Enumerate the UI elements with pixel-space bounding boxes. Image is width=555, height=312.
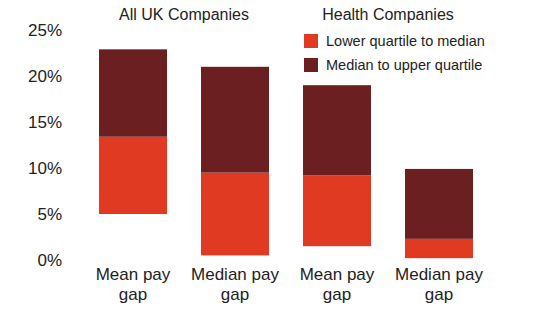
- x-tick-label-line: Median pay: [395, 265, 483, 284]
- bars: [99, 49, 473, 258]
- group-label: All UK Companies: [119, 6, 249, 23]
- x-tick-label: Mean paygap: [96, 265, 171, 304]
- y-tick-label: 15%: [28, 113, 62, 132]
- x-tick-label: Median paygap: [191, 265, 279, 304]
- x-tick-label-line: Mean pay: [96, 265, 171, 284]
- y-tick-label: 0%: [37, 251, 62, 270]
- bar-segment: [405, 239, 473, 258]
- bar-segment: [303, 85, 371, 175]
- y-tick-label: 10%: [28, 159, 62, 178]
- chart: 0%5%10%15%20%25%Mean paygapMedian paygap…: [0, 0, 555, 312]
- x-tick-label: Median paygap: [395, 265, 483, 304]
- bar-segment: [99, 49, 167, 136]
- bar-segment: [303, 175, 371, 246]
- bar-segment: [201, 173, 269, 256]
- legend-swatch: [304, 34, 318, 48]
- x-tick-label-line: gap: [119, 285, 147, 304]
- x-tick-label-line: gap: [425, 285, 453, 304]
- bar-segment: [405, 169, 473, 239]
- legend-label: Lower quartile to median: [326, 33, 485, 49]
- y-tick-label: 20%: [28, 67, 62, 86]
- bar-segment: [201, 67, 269, 173]
- y-tick-label: 25%: [28, 21, 62, 40]
- x-tick-label-line: gap: [323, 285, 351, 304]
- bar-segment: [99, 137, 167, 214]
- x-tick-label: Mean paygap: [300, 265, 375, 304]
- legend-label: Median to upper quartile: [326, 57, 482, 73]
- x-tick-label-line: Mean pay: [300, 265, 375, 284]
- x-tick-label-line: gap: [221, 285, 249, 304]
- x-tick-label-line: Median pay: [191, 265, 279, 284]
- legend-swatch: [304, 58, 318, 72]
- y-tick-label: 5%: [37, 205, 62, 224]
- group-label: Health Companies: [322, 6, 454, 23]
